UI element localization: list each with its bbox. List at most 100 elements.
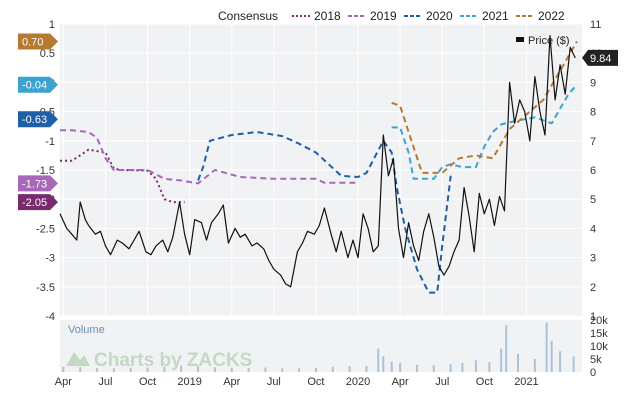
volume-bar <box>96 368 99 372</box>
volume-bar <box>432 365 435 372</box>
volume-tick-label: 0 <box>590 367 596 379</box>
value-badges: 0.70 -0.04 -0.63 -1.73 -2.05 9.84 <box>18 33 618 211</box>
volume-bar <box>500 348 503 372</box>
volume-bar <box>62 366 65 372</box>
right-tick-label: 6 <box>590 165 596 177</box>
right-tick-label: 3 <box>590 253 596 265</box>
volume-bar <box>474 360 477 372</box>
volume-bar <box>314 367 317 372</box>
left-tick-label: -4 <box>45 311 55 323</box>
legend-label-2021: 2021 <box>482 9 509 23</box>
x-tick-label: Apr <box>392 376 409 388</box>
volume-bar <box>415 364 418 372</box>
value-badge-shape <box>18 194 58 211</box>
value-badge-text: -0.04 <box>22 80 47 92</box>
volume-bar <box>365 365 368 372</box>
x-tick-label: 2020 <box>346 376 370 388</box>
zacks-watermark: Charts by ZACKS <box>66 350 252 371</box>
legend-label-2022: 2022 <box>538 9 565 23</box>
volume-bar <box>461 362 464 372</box>
price-badge-shape <box>582 49 618 66</box>
volume-tick-label: 10k <box>590 341 608 353</box>
value-badge-shape <box>18 76 58 93</box>
volume-bar <box>545 322 548 372</box>
right-tick-label: 1 <box>590 311 596 323</box>
x-tick-label: Oct <box>139 376 156 388</box>
series-line-2022 <box>391 41 578 174</box>
volume-bar <box>264 367 267 372</box>
right-tick-label: 9 <box>590 77 596 89</box>
volume-bar <box>163 366 166 372</box>
volume-bar <box>505 325 508 372</box>
x-tick-label: Jul <box>435 376 449 388</box>
volume-bar <box>449 364 452 372</box>
volume-bar <box>281 368 284 372</box>
volume-bar <box>112 368 115 372</box>
volume-bar <box>230 367 233 372</box>
volume-bar <box>559 351 562 372</box>
x-tick-label: Oct <box>476 376 493 388</box>
x-tick-label: Apr <box>55 376 72 388</box>
volume-tick-label: 5k <box>590 354 602 366</box>
volume-bar <box>517 353 520 372</box>
right-tick-label: 7 <box>590 136 596 148</box>
legend-label-2020: 2020 <box>426 9 453 23</box>
value-badge-shape <box>18 175 58 192</box>
value-badge-text: -2.05 <box>22 197 47 209</box>
volume-bar <box>390 361 393 372</box>
legend: Consensus 2018 2019 2020 2021 2022 Price ($) <box>218 9 570 47</box>
legend-label-2018: 2018 <box>314 9 341 23</box>
volume-bar <box>79 367 82 372</box>
left-tick-label: 1 <box>49 19 55 31</box>
price-legend-swatch <box>516 37 524 42</box>
volume-bar <box>298 368 301 372</box>
volume-bar <box>533 359 536 372</box>
volume-bar <box>180 365 183 372</box>
right-tick-label: 5 <box>590 194 596 206</box>
volume-bar <box>488 362 491 372</box>
value-badge-shape <box>18 111 58 128</box>
volume-label: Volume <box>68 324 105 336</box>
volume-tick-label: 20k <box>590 315 608 327</box>
volume-bar <box>550 340 553 372</box>
left-tick-label: -2.5 <box>36 223 55 235</box>
volume-bar <box>348 366 351 372</box>
series-line-2020 <box>197 131 452 294</box>
volume-tick-label: 15k <box>590 328 608 340</box>
volume-bar <box>247 368 250 372</box>
x-tick-label: Jul <box>267 376 281 388</box>
series-line-2018 <box>60 148 185 204</box>
watermark-text: Charts by ZACKS <box>94 350 252 371</box>
value-badge-text: 0.70 <box>22 37 43 49</box>
value-badge-text: -0.63 <box>22 114 47 126</box>
volume-bar <box>213 367 216 372</box>
value-badge-shape <box>18 33 58 50</box>
right-tick-label: 8 <box>590 107 596 119</box>
price-legend-label: Price ($) <box>528 35 570 47</box>
volume-bar <box>572 356 575 372</box>
volume-bar <box>129 367 132 372</box>
axes: -4-3.5-3-2.5-2-1.5-1-0.500.51AprJulOct20… <box>36 19 608 388</box>
right-tick-label: 11 <box>590 19 601 31</box>
legend-title: Consensus <box>218 9 278 23</box>
x-tick-label: 2019 <box>177 376 201 388</box>
volume-bar <box>382 356 385 372</box>
left-tick-label: 0.5 <box>40 48 55 60</box>
volume-bar <box>331 366 334 372</box>
left-tick-label: -1.5 <box>36 165 55 177</box>
volume-bar <box>399 362 402 372</box>
volume-bar <box>377 348 380 372</box>
price-badge-text: 9.84 <box>590 53 611 65</box>
left-tick-label: -3 <box>45 253 55 265</box>
volume-background <box>60 320 582 372</box>
zacks-logo-icon <box>66 352 90 366</box>
series-line-price <box>59 35 576 288</box>
right-tick-label: 2 <box>590 282 596 294</box>
series-line-2019 <box>60 129 358 185</box>
volume-bars <box>62 322 575 372</box>
x-tick-label: 2021 <box>514 376 538 388</box>
series-lines <box>59 35 578 294</box>
left-tick-label: -1 <box>45 136 55 148</box>
